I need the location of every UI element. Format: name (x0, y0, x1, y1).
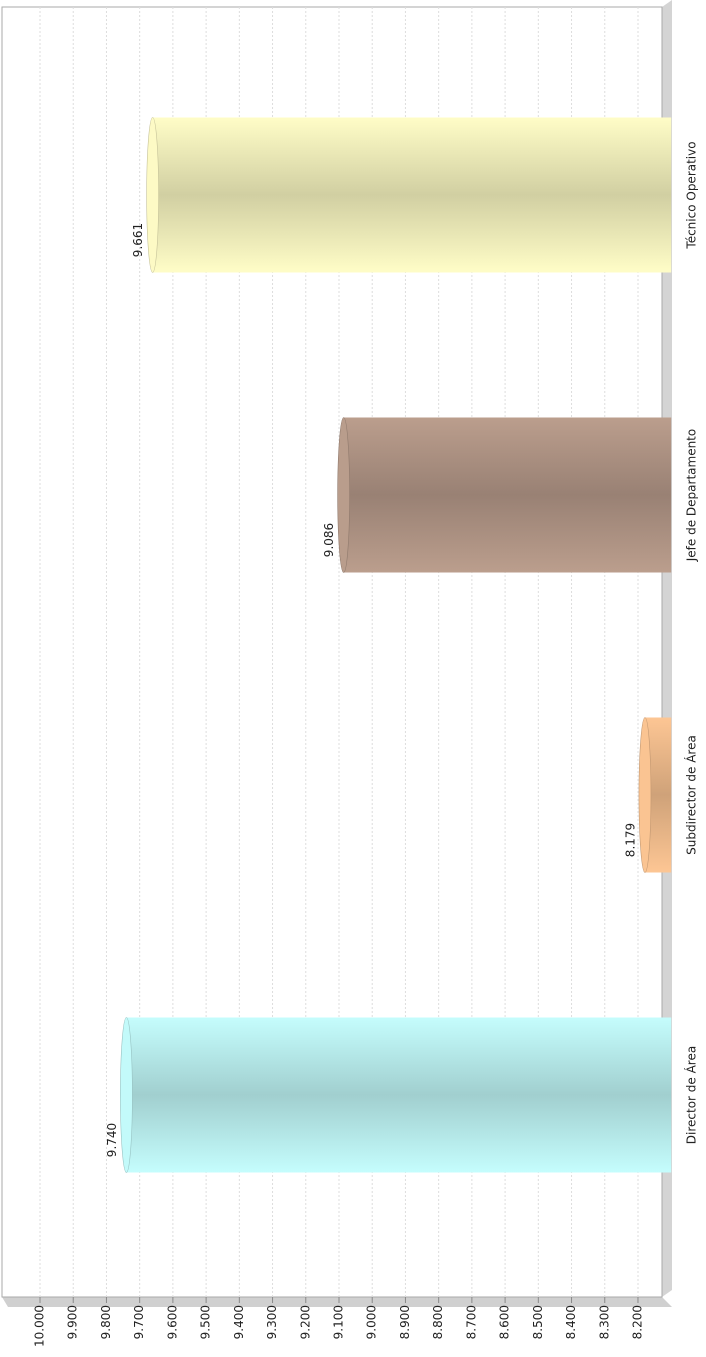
value-label: 9.086 (322, 523, 336, 557)
bar-top (120, 1017, 133, 1173)
x-tick-label: Director de Área (684, 1046, 699, 1144)
y-tick-label: 10.000 (33, 1305, 47, 1347)
y-tick-label: 8.400 (564, 1305, 578, 1339)
y-tick-label: 9.600 (165, 1305, 179, 1339)
y-tick-label: 8.200 (630, 1305, 644, 1339)
wall-3d (2, 1297, 672, 1307)
y-tick-label: 8.800 (431, 1305, 445, 1339)
y-tick-label: 9.700 (132, 1305, 146, 1339)
bar (126, 1017, 672, 1173)
value-label: 9.661 (131, 223, 145, 257)
y-tick-label: 8.300 (597, 1305, 611, 1339)
value-label: 9.740 (105, 1123, 119, 1157)
x-tick-label: Jefe de Departamento (685, 429, 699, 562)
bar (152, 117, 672, 273)
x-tick-label: Subdirector de Área (684, 735, 699, 855)
y-tick-label: 9.400 (232, 1305, 246, 1339)
y-tick-label: 9.100 (331, 1305, 345, 1339)
bar-top (337, 417, 350, 573)
bar-top (638, 717, 652, 873)
floor-3d (662, 0, 672, 1297)
bar-top (146, 117, 159, 273)
bar (644, 717, 672, 873)
value-label: 8.179 (623, 823, 637, 857)
plot-frame (1, 6, 663, 1298)
x-tick-label: Técnico Operativo (685, 141, 699, 249)
y-tick-label: 8.900 (398, 1305, 412, 1339)
y-tick-label: 9.000 (365, 1305, 379, 1339)
bar (343, 417, 672, 573)
y-tick-label: 9.500 (199, 1305, 213, 1339)
y-tick-label: 9.800 (99, 1305, 113, 1339)
y-tick-label: 8.500 (531, 1305, 545, 1339)
y-tick-label: 9.900 (66, 1305, 80, 1339)
y-tick-label: 9.300 (265, 1305, 279, 1339)
y-tick-label: 9.200 (298, 1305, 312, 1339)
y-tick-label: 8.600 (498, 1305, 512, 1339)
y-tick-label: 8.700 (464, 1305, 478, 1339)
